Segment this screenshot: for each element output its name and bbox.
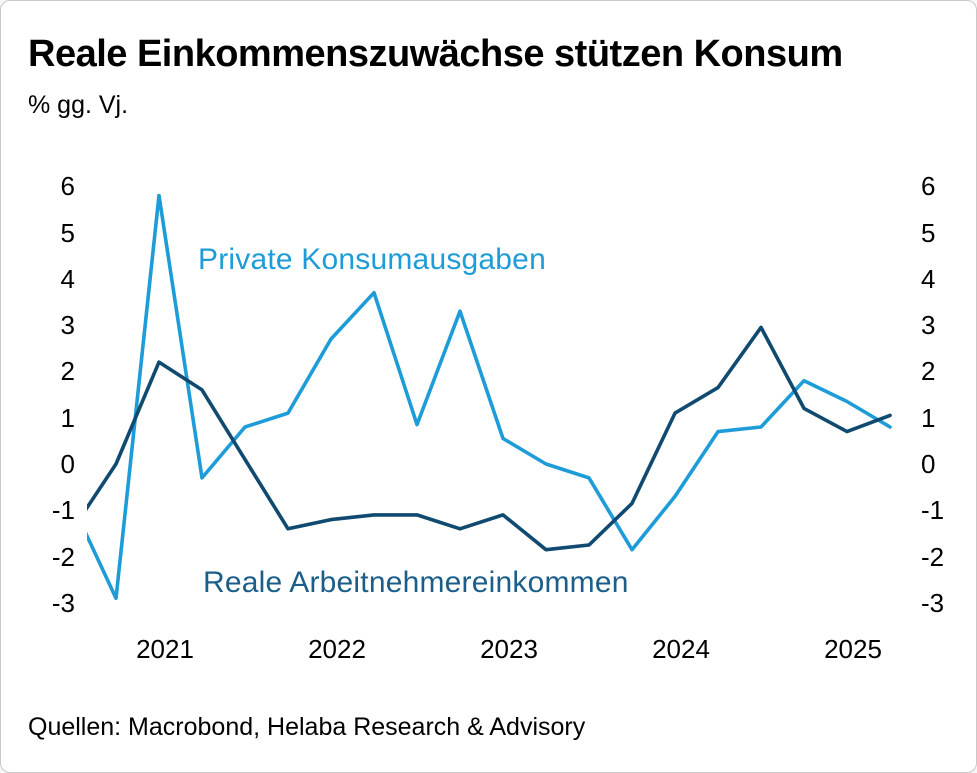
y-axis-tick-label: -2: [921, 541, 945, 572]
y-axis-tick-label: 6: [921, 171, 936, 202]
series-label-reale-arbeitnehmereinkommen: Reale Arbeitnehmereinkommen: [203, 566, 629, 599]
x-axis-tick-label: 2022: [308, 634, 366, 664]
line-private-konsumausgaben: [87, 193, 892, 601]
chart-title: Reale Einkommenszuwächse stützen Konsum: [28, 33, 843, 75]
x-axis-tick-label: 2021: [136, 634, 194, 664]
y-axis-tick-label: 0: [60, 449, 75, 479]
y-axis-tick-label: 3: [921, 310, 936, 341]
y-axis-tick-label: 6: [60, 171, 75, 202]
y-axis-tick-label: -1: [51, 495, 75, 526]
y-axis-tick-label: -3: [51, 587, 75, 618]
y-axis-tick-label: 2: [921, 356, 936, 387]
x-axis-tick-label: 2023: [480, 634, 538, 664]
chart-subtitle: % gg. Vj.: [28, 91, 129, 119]
x-axis-tick-label: 2024: [652, 634, 710, 664]
source-line: Quellen: Macrobond, Helaba Research & Ad…: [28, 713, 586, 741]
y-axis-left: 6 5 4 3 2 1 0 -1 -2 -3: [27, 1, 75, 772]
y-axis-tick-label: -2: [51, 541, 75, 572]
y-axis-tick-label: 5: [60, 217, 75, 248]
x-axis: 2021 2022 2023 2024 2025: [1, 632, 976, 668]
y-axis-tick-label: 4: [921, 263, 936, 294]
y-axis-tick-label: 5: [921, 217, 936, 248]
y-axis-tick-label: -3: [921, 587, 945, 618]
y-axis-tick-label: 3: [60, 310, 75, 341]
y-axis-right: 6 5 4 3 2 1 0 -1 -2 -3: [921, 1, 975, 772]
x-axis-tick-label: 2025: [824, 634, 882, 664]
y-axis-tick-label: 0: [921, 449, 936, 479]
y-axis-tick-label: -1: [921, 495, 945, 526]
line-reale-arbeitnehmereinkommen: [87, 325, 892, 552]
series-label-private-konsumausgaben: Private Konsumausgaben: [198, 243, 546, 276]
y-axis-tick-label: 1: [921, 402, 936, 433]
y-axis-tick-label: 4: [60, 263, 75, 294]
y-axis-tick-label: 1: [60, 402, 75, 433]
y-axis-tick-label: 2: [60, 356, 75, 387]
